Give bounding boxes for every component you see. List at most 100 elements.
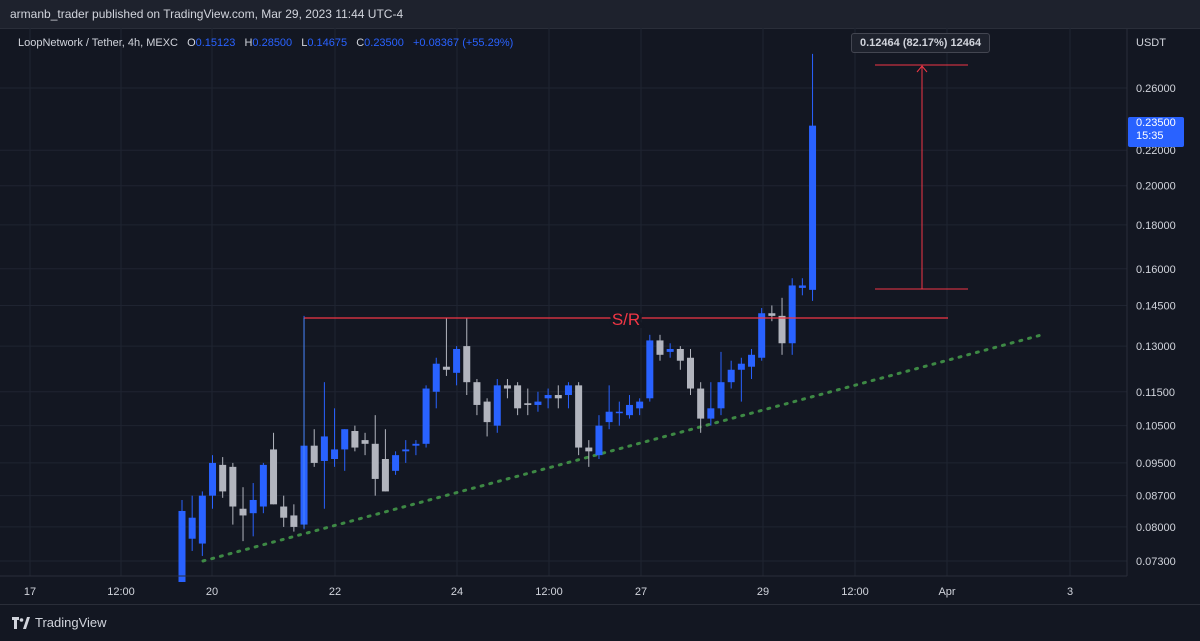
candle-body xyxy=(209,462,217,496)
candle-body xyxy=(483,401,491,423)
price-tick-label: 0.08000 xyxy=(1136,522,1176,534)
price-tick-label: 0.07300 xyxy=(1136,556,1176,568)
candle-body xyxy=(351,430,359,448)
currency-label: USDT xyxy=(1136,37,1166,49)
open-value: 0.15123 xyxy=(195,37,236,49)
candle-body xyxy=(534,401,542,405)
candle-body xyxy=(646,340,654,399)
price-tick-label: 0.26000 xyxy=(1136,83,1176,95)
tradingview-brand: TradingView xyxy=(35,615,107,630)
candle-body xyxy=(331,449,339,460)
candle-body xyxy=(687,357,694,389)
close-value: 0.23500 xyxy=(364,37,404,49)
candle-body xyxy=(798,285,806,288)
candle-body xyxy=(402,449,410,452)
candle-body xyxy=(636,401,644,409)
candle-body xyxy=(544,395,552,399)
annotations: S/R xyxy=(303,64,968,528)
candle-body xyxy=(219,464,227,492)
candle-body xyxy=(758,313,766,358)
time-tick-label: 22 xyxy=(329,586,341,598)
candle-body xyxy=(656,340,664,355)
low-value: 0.14675 xyxy=(307,37,348,49)
low-label: L xyxy=(301,37,308,49)
candle-body xyxy=(564,385,572,396)
candle-body xyxy=(290,515,298,527)
measure-arrow-head xyxy=(916,65,928,73)
candle-body xyxy=(178,510,186,582)
candle-body xyxy=(697,388,705,419)
candle-body xyxy=(625,404,633,416)
time-tick-label: 27 xyxy=(635,586,647,598)
price-axis: 0.26000 0.22000 0.20000 0.18000 0.16000 0.145… xyxy=(1126,28,1176,576)
symbol-name: LoopNetwork / Tether, 4h, MEXC xyxy=(18,37,178,49)
time-tick-label: 17 xyxy=(24,586,36,598)
candle-body xyxy=(595,425,603,456)
candle-body xyxy=(707,408,715,419)
candle-body xyxy=(554,395,562,399)
price-tick-label: 0.20000 xyxy=(1136,181,1176,193)
candle-body xyxy=(615,411,623,414)
candle-body xyxy=(229,466,237,507)
candle-body xyxy=(453,348,461,373)
candle-body xyxy=(737,363,745,370)
open-label: O xyxy=(187,37,196,49)
price-tick-label: 0.18000 xyxy=(1136,220,1176,232)
candle-body xyxy=(666,348,674,352)
change-value: +0.08367 (+55.29%) xyxy=(412,37,514,49)
time-tick-label: 3 xyxy=(1067,586,1073,598)
price-tick-label: 0.10500 xyxy=(1136,421,1176,433)
price-tick-label: 0.16000 xyxy=(1136,264,1176,276)
candle-body xyxy=(259,464,267,507)
time-tick-label: 24 xyxy=(451,586,463,598)
candle-body xyxy=(585,447,593,452)
candle-body xyxy=(768,313,776,316)
candle-body xyxy=(280,506,288,518)
symbol-legend: LoopNetwork / Tether, 4h, MEXC O0.15123 … xyxy=(18,37,513,49)
price-tick-label: 0.22000 xyxy=(1136,145,1176,157)
candle-body xyxy=(249,499,257,514)
chart-grid xyxy=(0,28,1127,576)
high-label: H xyxy=(244,37,253,49)
candle-body xyxy=(727,369,735,383)
published-info: armanb_trader published on TradingView.c… xyxy=(10,7,404,21)
bottom-bar: TradingView xyxy=(0,604,1200,641)
candle-body xyxy=(442,366,450,370)
tradingview-logo-icon xyxy=(12,616,30,629)
candle-body xyxy=(392,455,400,471)
close-label: C xyxy=(356,37,365,49)
candle-body xyxy=(493,385,501,426)
candle-body xyxy=(575,385,583,448)
price-tick-label: 0.14500 xyxy=(1136,300,1176,312)
candle-body xyxy=(809,125,817,290)
top-bar: armanb_trader published on TradingView.c… xyxy=(0,0,1200,29)
candle-body xyxy=(605,411,613,423)
candle-body xyxy=(341,429,349,450)
candle-body xyxy=(473,382,481,405)
price-tick-label: 0.13000 xyxy=(1136,341,1176,353)
ascending-trendline xyxy=(201,332,1047,563)
candle-body xyxy=(361,440,369,444)
price-tick-label: 0.11500 xyxy=(1136,387,1175,399)
candle-body xyxy=(432,363,440,392)
candle-body xyxy=(422,388,430,444)
candle-body xyxy=(198,495,206,544)
time-tick-label: Apr xyxy=(938,586,955,598)
tradingview-logo[interactable]: TradingView xyxy=(12,615,107,630)
candle-body xyxy=(717,382,725,409)
last-price-tag: 0.23500 15:35 xyxy=(1128,117,1184,147)
price-tick-label: 0.09500 xyxy=(1136,458,1176,470)
candle-body xyxy=(381,459,389,492)
candle-body xyxy=(239,508,247,516)
candle-body xyxy=(524,403,532,405)
candle-body xyxy=(270,449,278,505)
candle-body xyxy=(748,354,756,367)
candle-body xyxy=(463,346,471,383)
price-chart[interactable]: S/R 0.260000.220000.200000.180000.160000… xyxy=(0,0,1200,604)
price-tick-label: 0.08700 xyxy=(1136,491,1176,503)
candle-body xyxy=(788,285,796,344)
candle-body xyxy=(503,385,511,389)
candle-body xyxy=(778,315,786,344)
time-tick-label: 12:00 xyxy=(535,586,563,598)
time-tick-label: 20 xyxy=(206,586,218,598)
